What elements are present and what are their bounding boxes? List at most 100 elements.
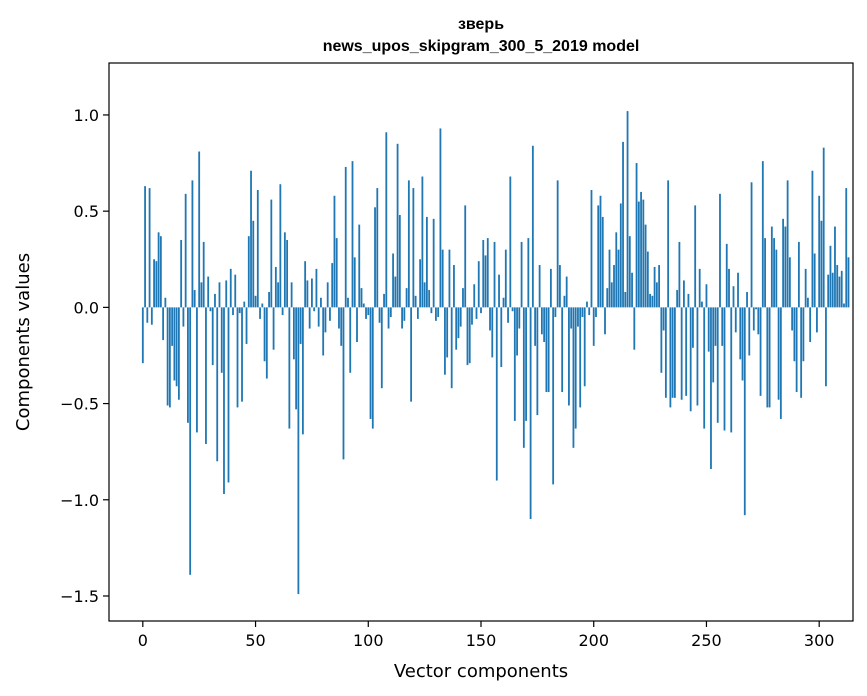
bar: [340, 307, 343, 346]
bar: [797, 241, 800, 308]
bar: [322, 307, 325, 356]
bar: [441, 249, 444, 308]
bar: [164, 297, 167, 308]
bar: [723, 307, 726, 431]
bar: [671, 307, 674, 398]
bar: [259, 307, 261, 319]
bar: [782, 218, 785, 308]
bar: [306, 280, 309, 308]
bar: [358, 224, 361, 308]
bar: [791, 307, 794, 331]
bar: [265, 307, 268, 379]
bar: [836, 265, 839, 308]
bar: [344, 166, 347, 308]
bar: [360, 288, 363, 308]
bar: [162, 307, 165, 341]
bar: [667, 180, 670, 308]
bar: [263, 307, 266, 362]
bar: [484, 255, 487, 308]
bar: [272, 307, 275, 350]
bar: [394, 276, 397, 308]
bar: [369, 307, 372, 419]
bar: [432, 218, 435, 308]
bar: [764, 238, 766, 308]
bar: [396, 143, 399, 308]
bar: [664, 307, 667, 398]
bar: [444, 307, 446, 375]
bar: [283, 232, 286, 308]
bar: [617, 249, 620, 308]
bar: [471, 307, 473, 325]
y-tick-label: −1.5: [60, 587, 99, 606]
bar: [633, 307, 636, 350]
bar: [831, 272, 834, 308]
bar: [574, 307, 577, 429]
bar: [229, 268, 232, 308]
bar: [705, 284, 708, 308]
bar: [586, 301, 588, 308]
bar: [516, 307, 518, 356]
bar: [173, 307, 176, 381]
bar: [737, 272, 739, 308]
bar: [141, 307, 144, 364]
ticks-group: 0 50 100 150 200 250 300 −1.5 −1.0 −0.5 0.0 0.5 1.0: [60, 106, 834, 650]
bar: [371, 307, 374, 429]
bar: [423, 282, 426, 308]
bar: [261, 303, 264, 308]
bars-group: [141, 111, 850, 595]
bar: [401, 307, 403, 329]
bar: [191, 180, 194, 308]
bar: [144, 186, 146, 308]
bar: [572, 307, 575, 448]
y-axis-label: Components values: [13, 253, 34, 431]
bar: [606, 288, 609, 308]
bar: [692, 307, 694, 348]
bar: [468, 307, 471, 364]
bar: [766, 307, 769, 408]
bar: [196, 307, 198, 433]
bar: [748, 307, 751, 356]
bar: [295, 307, 298, 410]
bar: [658, 265, 661, 308]
bar: [405, 288, 408, 308]
bar: [646, 251, 649, 308]
bar: [845, 188, 848, 308]
bar: [491, 307, 494, 358]
bar: [770, 226, 773, 308]
bar: [455, 307, 458, 350]
bar: [522, 307, 525, 448]
bar: [168, 307, 171, 408]
bar: [800, 307, 803, 398]
bar: [338, 307, 340, 329]
bar: [536, 307, 539, 416]
bar: [367, 307, 370, 316]
bar: [716, 307, 719, 423]
bar: [214, 293, 216, 308]
bar: [331, 263, 334, 308]
bar: [509, 176, 512, 308]
bar: [250, 170, 252, 308]
bar: [543, 307, 546, 342]
bar: [241, 307, 243, 402]
bar: [166, 307, 169, 406]
bar: [218, 282, 221, 308]
bar: [626, 111, 629, 308]
bar: [277, 282, 279, 308]
bar: [545, 307, 548, 393]
bar: [450, 307, 453, 389]
bar: [500, 307, 503, 368]
bar: [513, 307, 516, 421]
bar: [757, 307, 760, 335]
bar: [342, 307, 345, 460]
bar: [502, 297, 505, 308]
bar: [651, 295, 654, 308]
bar: [486, 238, 489, 308]
bar: [385, 132, 388, 308]
bar: [182, 307, 185, 327]
bar: [525, 307, 527, 421]
bar: [669, 307, 672, 408]
bar: [349, 307, 352, 373]
bar: [822, 147, 825, 308]
bar: [180, 240, 183, 308]
